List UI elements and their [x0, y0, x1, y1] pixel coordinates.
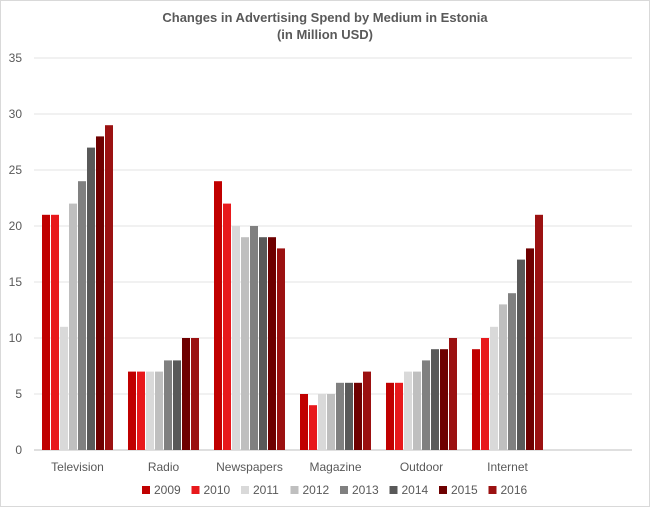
bar-2015-newspapers [268, 237, 276, 450]
bar-2009-magazine [300, 394, 308, 450]
bar-2015-magazine [354, 382, 362, 450]
bar-2011-newspapers [232, 226, 240, 450]
x-tick-label: Internet [487, 460, 528, 474]
bar-2011-radio [146, 371, 154, 450]
legend-swatch-2009 [142, 486, 150, 494]
chart-subtitle: (in Million USD) [276, 27, 374, 42]
bar-2015-radio [182, 338, 190, 450]
chart-title: Changes in Advertising Spend by Medium i… [162, 10, 488, 25]
bar-2013-radio [164, 360, 172, 450]
x-tick-label: Television [51, 460, 104, 474]
bar-2011-magazine [318, 394, 326, 450]
y-tick-label: 0 [15, 443, 22, 457]
bar-2014-magazine [345, 382, 353, 450]
bar-2010-magazine [309, 405, 317, 450]
bar-2016-magazine [363, 371, 371, 450]
bar-2012-outdoor [413, 371, 421, 450]
bar-2009-newspapers [214, 181, 222, 450]
bar-2014-newspapers [259, 237, 267, 450]
bar-2009-internet [472, 349, 480, 450]
bar-2010-radio [137, 371, 145, 450]
y-tick-label: 15 [9, 275, 23, 289]
legend-label-2009: 2009 [154, 483, 181, 497]
bar-2012-newspapers [241, 237, 249, 450]
y-tick-label: 30 [9, 107, 23, 121]
bar-2010-outdoor [395, 382, 403, 450]
bar-2015-television [96, 136, 104, 450]
bar-2010-newspapers [223, 203, 231, 450]
y-tick-label: 5 [15, 387, 22, 401]
bar-2015-outdoor [440, 349, 448, 450]
legend-label-2011: 2011 [253, 483, 279, 497]
legend-swatch-2011 [241, 486, 249, 494]
bar-2014-internet [517, 259, 525, 450]
bar-2016-outdoor [449, 338, 457, 450]
bar-2012-internet [499, 304, 507, 450]
chart-title-block: Changes in Advertising Spend by Medium i… [0, 9, 650, 43]
bar-2013-newspapers [250, 226, 258, 450]
bar-2010-internet [481, 338, 489, 450]
bar-2012-magazine [327, 394, 335, 450]
y-tick-label: 35 [9, 51, 23, 65]
y-tick-label: 10 [9, 331, 23, 345]
legend-label-2010: 2010 [204, 483, 231, 497]
legend-swatch-2015 [439, 486, 447, 494]
bar-2011-television [60, 326, 68, 450]
bar-2012-radio [155, 371, 163, 450]
x-tick-label: Radio [148, 460, 180, 474]
bar-2009-television [42, 214, 50, 450]
bar-2014-outdoor [431, 349, 439, 450]
bar-2013-outdoor [422, 360, 430, 450]
legend-label-2012: 2012 [303, 483, 330, 497]
legend-swatch-2014 [389, 486, 398, 494]
legend-label-2016: 2016 [501, 483, 528, 497]
bar-2013-television [78, 181, 86, 450]
y-tick-label: 20 [9, 219, 23, 233]
legend-swatch-2013 [340, 486, 348, 494]
bar-2009-outdoor [386, 382, 394, 450]
legend-label-2013: 2013 [352, 483, 379, 497]
legend-label-2015: 2015 [451, 483, 478, 497]
bar-2010-television [51, 214, 59, 450]
bar-2009-radio [128, 371, 136, 450]
y-tick-label: 25 [9, 163, 23, 177]
bar-2014-radio [173, 360, 181, 450]
bar-2012-television [69, 203, 77, 450]
legend-label-2014: 2014 [402, 483, 429, 497]
bar-2015-internet [526, 248, 534, 450]
x-tick-label: Magazine [309, 460, 361, 474]
bar-2013-internet [508, 293, 516, 450]
x-tick-label: Outdoor [400, 460, 443, 474]
legend-swatch-2012 [290, 486, 299, 494]
bar-2016-internet [535, 214, 543, 450]
bar-2011-outdoor [404, 371, 412, 450]
bar-2016-newspapers [277, 248, 285, 450]
legend-swatch-2010 [191, 486, 200, 494]
bar-2016-radio [191, 338, 199, 450]
bar-2014-television [87, 147, 95, 450]
bar-2016-television [105, 125, 113, 450]
legend-swatch-2016 [488, 486, 497, 494]
x-tick-label: Newspapers [216, 460, 283, 474]
bar-2011-internet [490, 326, 498, 450]
bar-2013-magazine [336, 382, 344, 450]
